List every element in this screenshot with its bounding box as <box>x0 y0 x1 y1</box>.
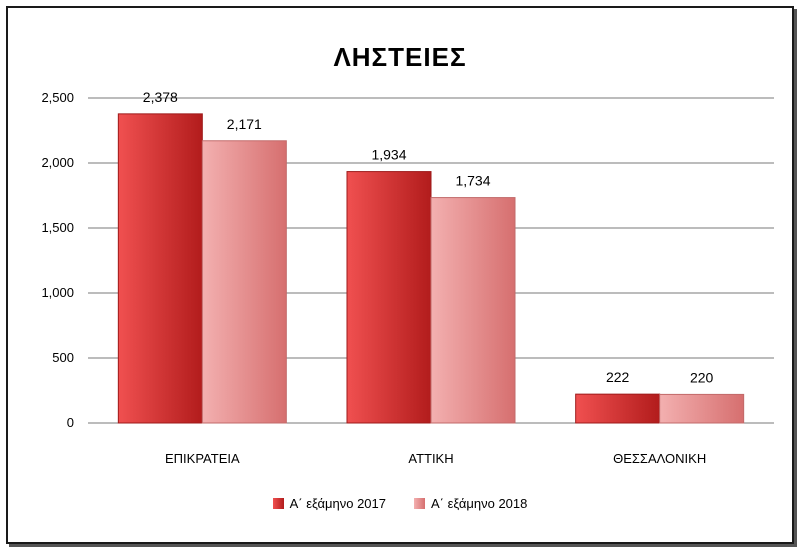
data-label: 222 <box>606 369 630 385</box>
legend-label-2017: Α΄ εξάμηνο 2017 <box>289 496 386 511</box>
legend-label-2018: Α΄ εξάμηνο 2018 <box>431 496 528 511</box>
y-tick-label: 0 <box>67 415 74 430</box>
data-label: 220 <box>690 369 714 385</box>
y-tick-label: 2,000 <box>41 155 74 170</box>
data-label: 2,171 <box>227 116 262 132</box>
y-tick-label: 1,000 <box>41 285 74 300</box>
legend-swatch-2018 <box>414 498 425 509</box>
chart-legend: Α΄ εξάμηνο 2017 Α΄ εξάμηνο 2018 <box>8 496 792 511</box>
bar <box>575 393 661 424</box>
chart-frame: ΛΗΣΤΕΙΕΣ 0 500 1,000 1,500 2,000 2,500 2,378 2,… <box>6 6 794 544</box>
chart-title: ΛΗΣΤΕΙΕΣ <box>333 42 467 72</box>
y-tick-label: 1,500 <box>41 220 74 235</box>
x-category-label: ΘΕΣΣΑΛΟΝΙΚΗ <box>613 451 706 466</box>
bar <box>346 171 432 424</box>
y-tick-label: 500 <box>52 350 74 365</box>
data-label: 2,378 <box>143 89 178 105</box>
bar <box>659 393 745 424</box>
x-category-label: ΕΠΙΚΡΑΤΕΙΑ <box>165 451 240 466</box>
legend-item-2018: Α΄ εξάμηνο 2018 <box>414 496 527 511</box>
bar <box>430 197 516 424</box>
legend-item-2017: Α΄ εξάμηνο 2017 <box>272 496 386 511</box>
bar <box>201 140 287 424</box>
bar-chart: 0 500 1,000 1,500 2,000 2,500 2,378 2,171 ΕΠΙΚΡΑ… <box>41 89 774 466</box>
bar <box>117 113 203 424</box>
legend-swatch-2017 <box>272 498 284 509</box>
data-label: 1,934 <box>371 147 406 163</box>
x-category-label: ΑΤΤΙΚΗ <box>408 451 453 466</box>
data-label: 1,734 <box>455 173 490 189</box>
y-tick-label: 2,500 <box>41 90 74 105</box>
